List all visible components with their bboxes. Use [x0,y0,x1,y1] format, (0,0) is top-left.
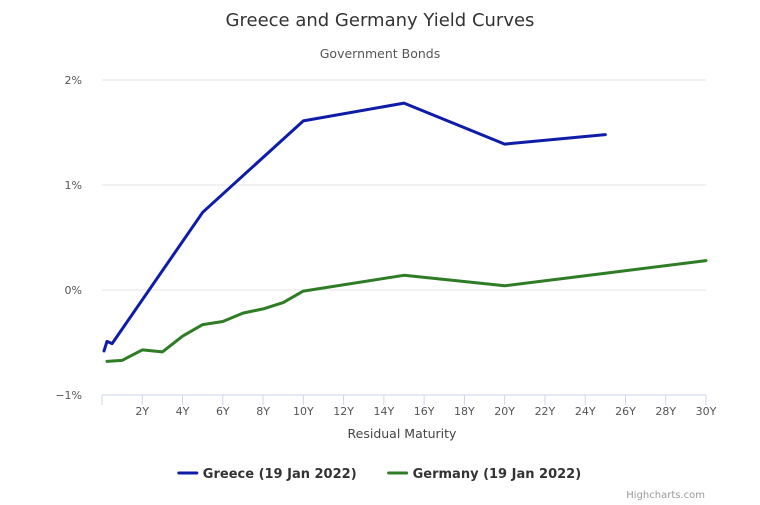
credits-link[interactable]: Highcharts.com [626,490,705,501]
x-axis-title: Residual Maturity [348,426,458,441]
x-tick-label: 2Y [135,405,149,418]
x-tick-label: 26Y [615,405,636,418]
x-tick-label: 18Y [454,405,475,418]
x-tick-label: 20Y [494,405,515,418]
x-tick-label: 14Y [374,405,395,418]
x-tick-label: 4Y [176,405,190,418]
series-lines [102,101,708,363]
x-tick-label: 24Y [575,405,596,418]
y-tick-label: −1% [55,389,82,402]
series-line[interactable] [102,101,607,353]
x-tick-label: 22Y [535,405,556,418]
legend-item[interactable]: Germany (19 Jan 2022) [387,467,582,482]
y-tick-label: 0% [65,284,82,297]
legend-item[interactable]: Greece (19 Jan 2022) [177,467,357,482]
x-axis-ticks: 2Y 4Y 6Y 8Y 10Y 12Y 14Y 16Y 18Y 20Y 22Y 24Y 26Y 28Y 30… [135,395,717,418]
chart-subtitle: Government Bonds [320,46,441,61]
x-tick-label: 6Y [216,405,230,418]
x-axis [101,394,706,405]
y-tick-label: 1% [65,179,82,192]
series-line[interactable] [105,259,708,363]
chart-title: Greece and Germany Yield Curves [226,10,535,31]
gridlines [102,79,706,291]
x-tick-label: 10Y [293,405,314,418]
y-axis-ticks: −1% 0% 1% 2% [55,74,82,402]
legend-label: Greece (19 Jan 2022) [203,467,357,482]
x-tick-label: 8Y [256,405,270,418]
legend: Greece (19 Jan 2022) Germany (19 Jan 2022… [177,467,582,482]
y-tick-label: 2% [65,74,82,87]
x-tick-label: 30Y [696,405,717,418]
x-tick-label: 12Y [333,405,354,418]
x-tick-label: 28Y [655,405,676,418]
x-tick-label: 16Y [414,405,435,418]
legend-label: Germany (19 Jan 2022) [413,467,582,482]
